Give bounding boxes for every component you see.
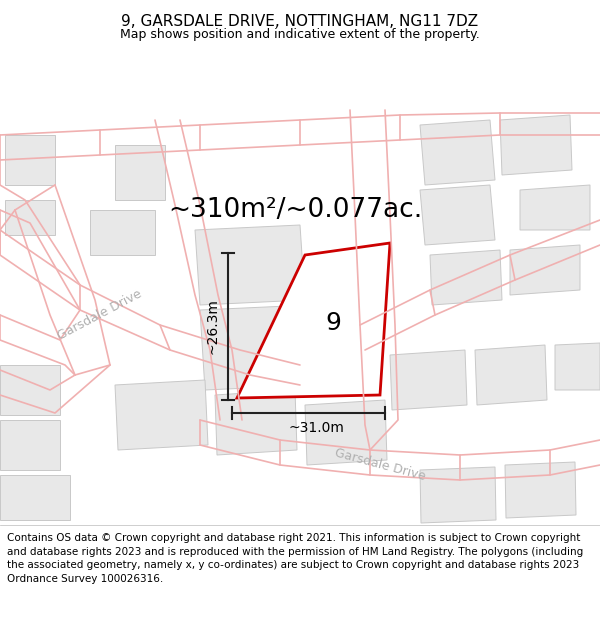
Polygon shape [5,200,55,235]
Polygon shape [5,135,55,185]
Polygon shape [420,120,495,185]
Polygon shape [420,467,496,523]
Text: ~31.0m: ~31.0m [289,421,344,435]
Polygon shape [90,210,155,255]
Polygon shape [0,365,60,415]
Text: 9, GARSDALE DRIVE, NOTTINGHAM, NG11 7DZ: 9, GARSDALE DRIVE, NOTTINGHAM, NG11 7DZ [121,14,479,29]
Polygon shape [555,343,600,390]
Text: Map shows position and indicative extent of the property.: Map shows position and indicative extent… [120,28,480,41]
Polygon shape [195,225,305,305]
Polygon shape [430,250,502,305]
Polygon shape [115,145,165,200]
Text: ~26.3m: ~26.3m [206,299,220,354]
Text: Contains OS data © Crown copyright and database right 2021. This information is : Contains OS data © Crown copyright and d… [7,533,583,584]
Polygon shape [390,350,467,410]
Polygon shape [475,345,547,405]
Polygon shape [505,462,576,518]
Polygon shape [420,185,495,245]
Polygon shape [215,390,297,455]
Polygon shape [510,245,580,295]
Polygon shape [115,380,208,450]
Polygon shape [305,400,387,465]
Polygon shape [520,185,590,230]
Text: ~310m²/~0.077ac.: ~310m²/~0.077ac. [168,197,422,223]
Polygon shape [0,475,70,520]
Polygon shape [500,115,572,175]
Polygon shape [0,420,60,470]
Text: Garsdale Drive: Garsdale Drive [56,288,145,342]
Text: 9: 9 [325,311,341,335]
Polygon shape [200,305,315,390]
Polygon shape [237,243,390,398]
Text: Garsdale Drive: Garsdale Drive [333,447,427,483]
